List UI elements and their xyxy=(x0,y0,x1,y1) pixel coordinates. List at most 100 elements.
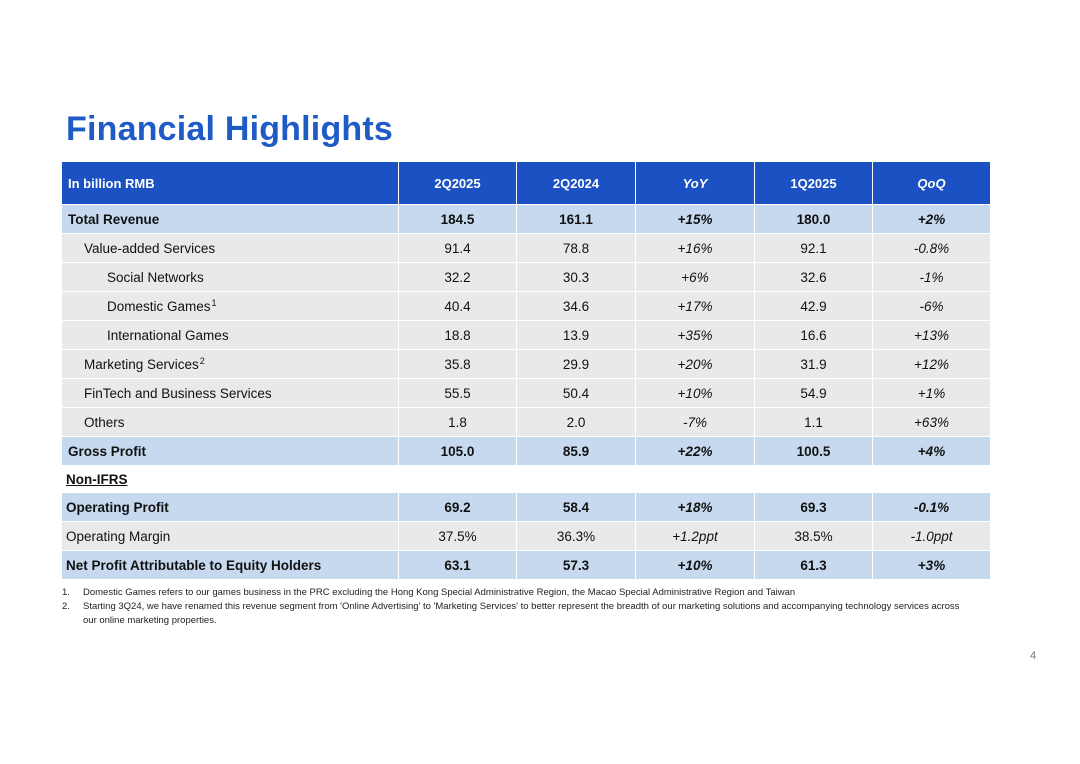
cell-2q2024: 2.0 xyxy=(517,408,635,436)
cell-2q2024: 36.3% xyxy=(517,522,635,550)
footnote-text: Starting 3Q24, we have renamed this reve… xyxy=(83,601,960,626)
cell-2q2024: 57.3 xyxy=(517,551,635,579)
cell-1q2025: 1.1 xyxy=(755,408,872,436)
spacer-cell xyxy=(873,466,990,492)
cell-2q2024: 85.9 xyxy=(517,437,635,465)
table-row-operating-profit: Operating Profit 69.2 58.4 +18% 69.3 -0.… xyxy=(62,493,990,521)
table-row-social-networks: Social Networks 32.2 30.3 +6% 32.6 -1% xyxy=(62,263,990,291)
header-yoy: YoY xyxy=(636,162,754,204)
footnote-ref-1: 1 xyxy=(211,298,217,308)
cell-2q2025: 37.5% xyxy=(399,522,516,550)
row-label: Value-added Services xyxy=(62,234,398,262)
cell-2q2024: 161.1 xyxy=(517,205,635,233)
financial-table: In billion RMB 2Q2025 2Q2024 YoY 1Q2025 … xyxy=(62,162,990,580)
row-label: Social Networks xyxy=(62,263,398,291)
row-label: FinTech and Business Services xyxy=(62,379,398,407)
cell-yoy: +35% xyxy=(636,321,754,349)
table-row-value-added-services: Value-added Services 91.4 78.8 +16% 92.1… xyxy=(62,234,990,262)
cell-qoq: +63% xyxy=(873,408,990,436)
cell-qoq: +1% xyxy=(873,379,990,407)
spacer-cell xyxy=(755,466,872,492)
cell-qoq: +13% xyxy=(873,321,990,349)
cell-qoq: -1% xyxy=(873,263,990,291)
table-row-operating-margin: Operating Margin 37.5% 36.3% +1.2ppt 38.… xyxy=(62,522,990,550)
cell-1q2025: 180.0 xyxy=(755,205,872,233)
spacer-cell xyxy=(399,466,516,492)
cell-2q2025: 105.0 xyxy=(399,437,516,465)
cell-2q2025: 63.1 xyxy=(399,551,516,579)
cell-yoy: +10% xyxy=(636,551,754,579)
cell-qoq: +3% xyxy=(873,551,990,579)
table-row-international-games: International Games 18.8 13.9 +35% 16.6 … xyxy=(62,321,990,349)
cell-yoy: +15% xyxy=(636,205,754,233)
table-row-net-profit: Net Profit Attributable to Equity Holder… xyxy=(62,551,990,579)
cell-qoq: -0.1% xyxy=(873,493,990,521)
cell-qoq: -0.8% xyxy=(873,234,990,262)
cell-yoy: +16% xyxy=(636,234,754,262)
cell-1q2025: 32.6 xyxy=(755,263,872,291)
header-qoq: QoQ xyxy=(873,162,990,204)
cell-qoq: +12% xyxy=(873,350,990,378)
table-row-gross-profit: Gross Profit 105.0 85.9 +22% 100.5 +4% xyxy=(62,437,990,465)
row-label-text: Domestic Games xyxy=(107,298,211,314)
cell-yoy: +17% xyxy=(636,292,754,320)
row-label: Marketing Services 2 xyxy=(62,350,398,378)
cell-2q2024: 13.9 xyxy=(517,321,635,349)
cell-1q2025: 92.1 xyxy=(755,234,872,262)
footnote-text: Domestic Games refers to our games busin… xyxy=(83,587,796,598)
cell-yoy: +20% xyxy=(636,350,754,378)
cell-yoy: +6% xyxy=(636,263,754,291)
table-row-marketing-services: Marketing Services 2 35.8 29.9 +20% 31.9 … xyxy=(62,350,990,378)
cell-2q2025: 91.4 xyxy=(399,234,516,262)
cell-2q2024: 50.4 xyxy=(517,379,635,407)
cell-2q2025: 35.8 xyxy=(399,350,516,378)
footnote-number: 2. xyxy=(62,601,70,612)
footnotes: 1. Domestic Games refers to our games bu… xyxy=(62,586,962,628)
cell-qoq: +2% xyxy=(873,205,990,233)
header-2q2025: 2Q2025 xyxy=(399,162,516,204)
table-row-domestic-games: Domestic Games 1 40.4 34.6 +17% 42.9 -6% xyxy=(62,292,990,320)
table-row-fintech: FinTech and Business Services 55.5 50.4 … xyxy=(62,379,990,407)
cell-1q2025: 69.3 xyxy=(755,493,872,521)
cell-2q2025: 18.8 xyxy=(399,321,516,349)
row-label: Domestic Games 1 xyxy=(62,292,398,320)
cell-yoy: +1.2ppt xyxy=(636,522,754,550)
cell-yoy: +10% xyxy=(636,379,754,407)
cell-2q2024: 34.6 xyxy=(517,292,635,320)
cell-qoq: +4% xyxy=(873,437,990,465)
spacer-cell xyxy=(636,466,754,492)
cell-2q2025: 55.5 xyxy=(399,379,516,407)
footnote-number: 1. xyxy=(62,587,70,598)
cell-2q2024: 58.4 xyxy=(517,493,635,521)
cell-1q2025: 100.5 xyxy=(755,437,872,465)
page-title: Financial Highlights xyxy=(66,110,394,148)
row-label: Operating Margin xyxy=(62,522,398,550)
cell-yoy: +18% xyxy=(636,493,754,521)
cell-qoq: -1.0ppt xyxy=(873,522,990,550)
cell-yoy: -7% xyxy=(636,408,754,436)
row-label: Operating Profit xyxy=(62,493,398,521)
row-label: International Games xyxy=(62,321,398,349)
cell-2q2024: 29.9 xyxy=(517,350,635,378)
cell-1q2025: 42.9 xyxy=(755,292,872,320)
non-ifrs-section-header: Non-IFRS xyxy=(62,466,985,492)
table-row-total-revenue: Total Revenue 184.5 161.1 +15% 180.0 +2% xyxy=(62,205,990,233)
row-label: Total Revenue xyxy=(62,205,398,233)
cell-2q2025: 40.4 xyxy=(399,292,516,320)
header-label: In billion RMB xyxy=(62,162,398,204)
footnote-ref-2: 2 xyxy=(199,356,205,366)
row-label: Net Profit Attributable to Equity Holder… xyxy=(62,551,398,579)
cell-2q2025: 184.5 xyxy=(399,205,516,233)
section-label: Non-IFRS xyxy=(66,471,128,487)
footnote-1: 1. Domestic Games refers to our games bu… xyxy=(62,586,962,600)
footnote-2: 2. Starting 3Q24, we have renamed this r… xyxy=(62,600,962,628)
cell-1q2025: 54.9 xyxy=(755,379,872,407)
cell-1q2025: 38.5% xyxy=(755,522,872,550)
table-header-row: In billion RMB 2Q2025 2Q2024 YoY 1Q2025 … xyxy=(62,162,990,204)
cell-2q2025: 69.2 xyxy=(399,493,516,521)
cell-2q2025: 32.2 xyxy=(399,263,516,291)
cell-yoy: +22% xyxy=(636,437,754,465)
spacer-cell xyxy=(517,466,635,492)
page-number: 4 xyxy=(1030,650,1037,662)
row-label-text: Marketing Services xyxy=(84,356,199,372)
